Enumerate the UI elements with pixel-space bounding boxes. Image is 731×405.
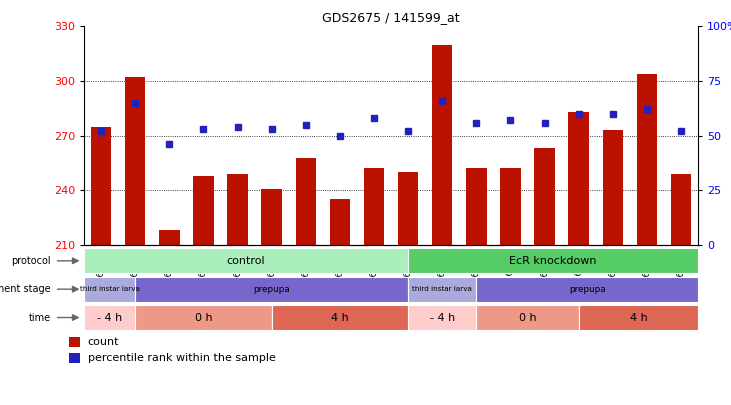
Text: control: control — [227, 256, 265, 266]
Bar — [602, 130, 623, 245]
Bar — [227, 174, 248, 245]
Bar — [330, 200, 350, 245]
Text: count: count — [88, 337, 119, 347]
Bar — [84, 305, 135, 330]
Text: prepupa: prepupa — [569, 285, 605, 294]
Text: 4 h: 4 h — [629, 313, 647, 322]
Bar — [272, 305, 408, 330]
Bar — [125, 77, 145, 245]
Bar — [135, 305, 272, 330]
Text: - 4 h: - 4 h — [97, 313, 122, 322]
Text: EcR knockdown: EcR knockdown — [510, 256, 597, 266]
Bar — [135, 277, 408, 302]
Bar — [398, 172, 418, 245]
Bar — [569, 112, 589, 245]
Bar — [69, 337, 80, 347]
Bar — [262, 189, 282, 245]
Bar — [91, 126, 111, 245]
Bar — [84, 277, 135, 302]
Title: GDS2675 / 141599_at: GDS2675 / 141599_at — [322, 11, 460, 24]
Bar — [477, 305, 579, 330]
Bar — [364, 168, 385, 245]
Bar — [637, 74, 657, 245]
Text: time: time — [29, 313, 50, 322]
Text: - 4 h: - 4 h — [430, 313, 455, 322]
Bar — [534, 149, 555, 245]
Bar — [69, 354, 80, 363]
Bar — [466, 168, 487, 245]
Text: percentile rank within the sample: percentile rank within the sample — [88, 353, 276, 363]
Text: development stage: development stage — [0, 284, 50, 294]
Text: 0 h: 0 h — [194, 313, 212, 322]
Bar — [408, 305, 477, 330]
Bar — [671, 174, 692, 245]
Bar — [432, 45, 452, 245]
Bar — [477, 277, 698, 302]
Text: 0 h: 0 h — [519, 313, 537, 322]
Bar — [408, 277, 477, 302]
Text: third instar larva: third instar larva — [412, 286, 472, 292]
Bar — [579, 305, 698, 330]
Bar — [408, 248, 698, 273]
Text: 4 h: 4 h — [331, 313, 349, 322]
Text: prepupa: prepupa — [254, 285, 290, 294]
Text: protocol: protocol — [11, 256, 50, 266]
Bar — [295, 158, 316, 245]
Text: third instar larva: third instar larva — [80, 286, 140, 292]
Bar — [159, 230, 180, 245]
Bar — [500, 168, 520, 245]
Bar — [84, 248, 408, 273]
Bar — [193, 176, 213, 245]
